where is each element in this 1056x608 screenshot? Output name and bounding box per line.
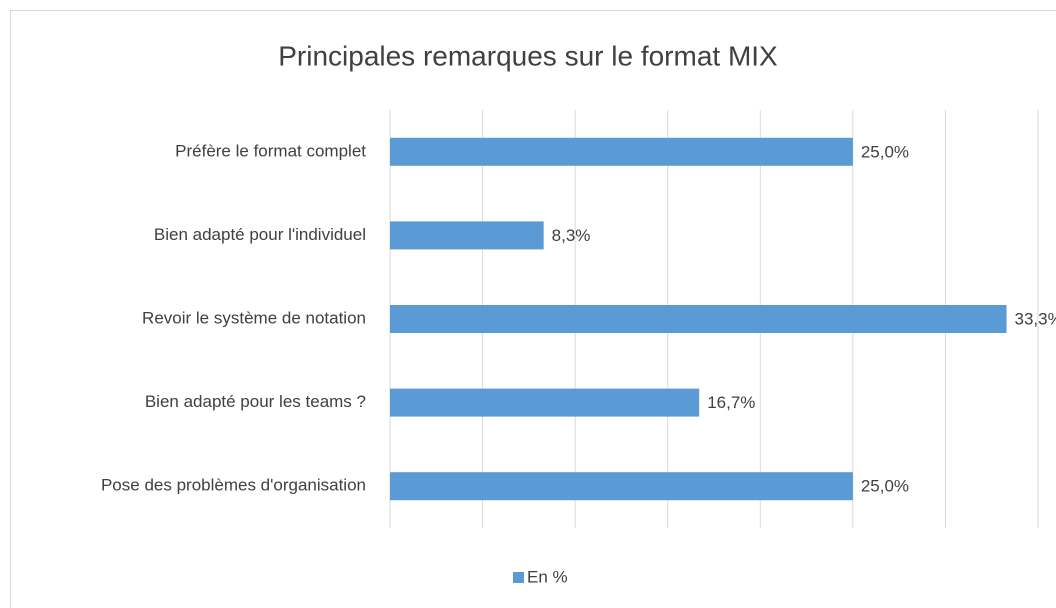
- legend-label: En %: [527, 567, 568, 586]
- legend-swatch: [513, 572, 524, 583]
- y-tick-label: Préfère le format complet: [175, 141, 366, 160]
- bar: [390, 221, 544, 250]
- data-label: 33,3%: [1015, 309, 1056, 328]
- data-label: 16,7%: [707, 393, 755, 412]
- y-tick-label: Pose des problèmes d'organisation: [101, 476, 366, 495]
- y-tick-label: Bien adapté pour les teams ?: [145, 392, 366, 411]
- bar: [390, 472, 853, 501]
- data-label: 25,0%: [861, 142, 909, 161]
- chart-title: Principales remarques sur le format MIX: [278, 40, 778, 71]
- y-tick-label: Bien adapté pour l'individuel: [154, 225, 366, 244]
- bar: [390, 305, 1007, 333]
- data-label: 25,0%: [861, 477, 909, 496]
- data-label: 8,3%: [552, 226, 591, 245]
- bar: [390, 137, 853, 166]
- y-tick-label: Revoir le système de notation: [142, 308, 366, 327]
- bar: [390, 388, 700, 417]
